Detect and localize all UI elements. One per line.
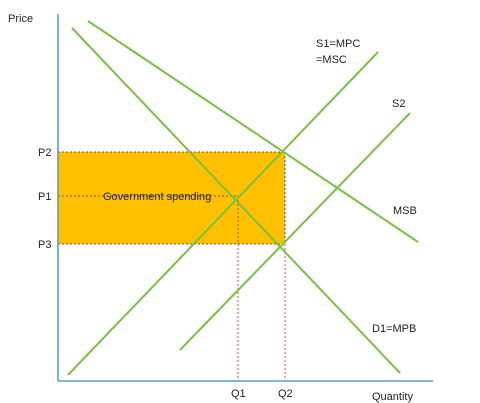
s1-label-line1: S1=MPC <box>316 38 360 50</box>
s1-mpc-msc-curve <box>67 51 379 376</box>
s1-label-line2: =MSC <box>316 54 347 66</box>
q2-label: Q2 <box>278 388 293 400</box>
p3-label: P3 <box>38 239 51 251</box>
msb-label: MSB <box>393 205 417 217</box>
p2-label: P2 <box>38 147 51 159</box>
s2-curve <box>179 112 411 351</box>
msb-curve <box>87 20 419 243</box>
x-axis-label: Quantity <box>372 391 413 403</box>
government-spending-area <box>58 152 285 244</box>
p1-label: P1 <box>38 191 51 203</box>
d1-mpb-curve <box>71 27 401 374</box>
d1-mpb-label: D1=MPB <box>372 323 416 335</box>
s2-label: S2 <box>392 98 405 110</box>
y-axis-label: Price <box>8 13 33 25</box>
government-spending-label: Government spending <box>103 191 211 203</box>
q1-label: Q1 <box>231 388 246 400</box>
